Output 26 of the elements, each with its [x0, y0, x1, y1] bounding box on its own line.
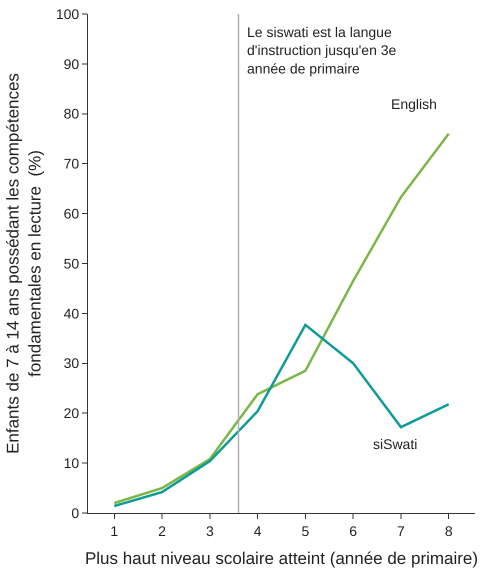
y-tick-label: 80	[64, 106, 80, 122]
line-series	[113, 324, 450, 508]
y-tick-label: 100	[56, 6, 80, 22]
y-tick-label: 70	[64, 156, 80, 172]
y-axis-title: Enfants de 7 à 14 ans possédant les compétences fondamentales en lecture (%)	[3, 73, 44, 454]
y-tick-label: 10	[64, 455, 80, 471]
y-tick-label: 40	[64, 305, 80, 322]
x-axis-title: Plus haut niveau scolaire atteint (année de primaire)	[84, 549, 478, 568]
x-tick-label: 5	[301, 522, 310, 539]
y-tick-label: 20	[64, 405, 80, 422]
ref-line-label: Le siswati est la langue d'instruction jusqu'en 3e année de primaire	[247, 24, 397, 76]
x-tick-label: 8	[444, 522, 453, 539]
x-tick-label: 1	[110, 522, 118, 539]
series-label: siSwati	[373, 436, 418, 452]
y-tick-label: 90	[64, 56, 80, 72]
series-label: English	[391, 96, 437, 112]
y-tick-label: 50	[64, 255, 80, 272]
x-tick-label: 2	[158, 522, 166, 539]
y-tick-label: 60	[64, 206, 80, 222]
x-tick-label: 7	[397, 522, 406, 539]
y-tick-label: 30	[64, 355, 80, 372]
line-series	[113, 132, 450, 504]
x-tick-label: 3	[206, 522, 214, 539]
x-tick-label: 6	[349, 522, 358, 539]
x-tick-label: 4	[254, 522, 262, 539]
y-tick-label: 0	[71, 504, 80, 521]
